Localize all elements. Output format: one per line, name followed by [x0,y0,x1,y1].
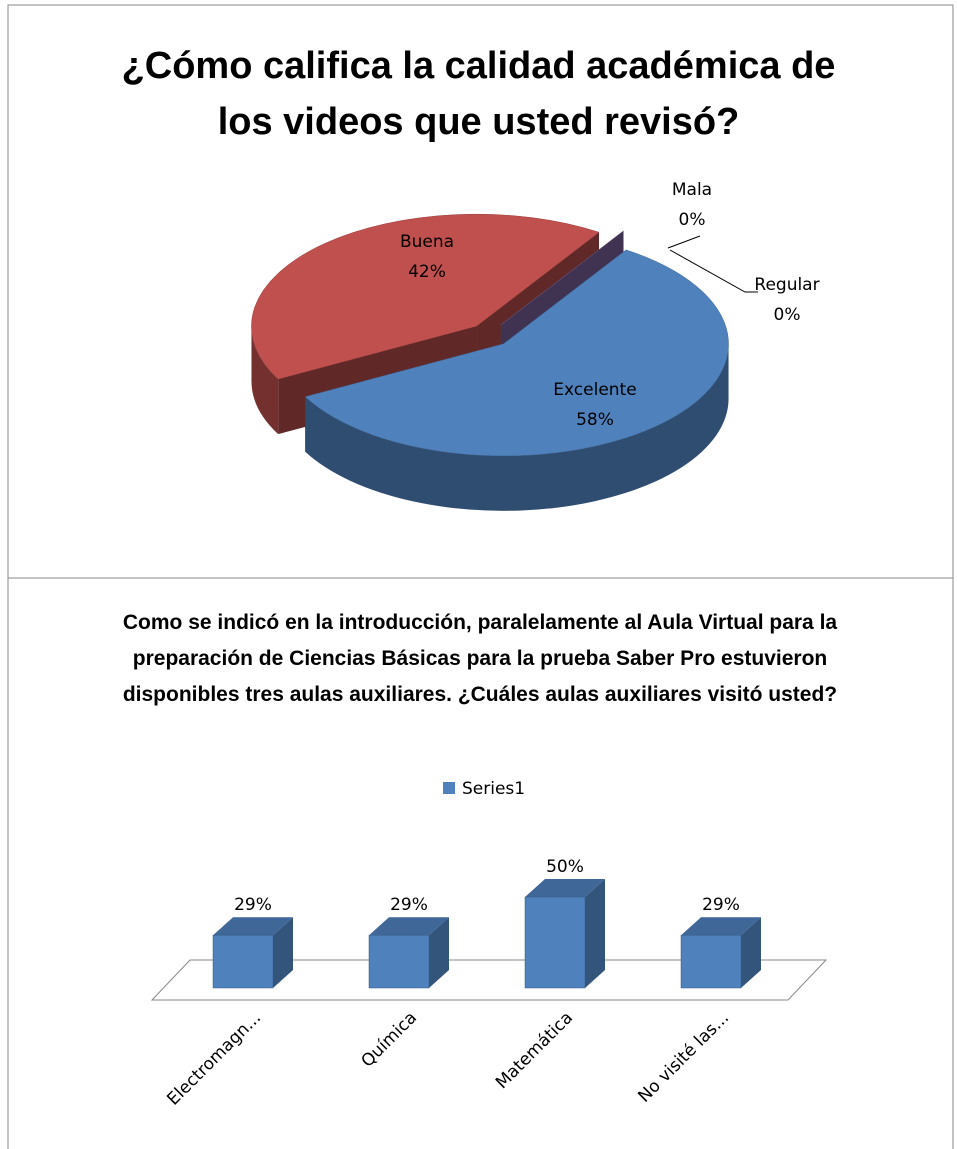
x-tick-label: Electromagn... [163,1008,265,1110]
chart-title: Como se indicó en la introducción, paral… [122,611,838,706]
data-label-value: 58% [576,410,614,430]
bar [212,934,274,989]
leader-line [667,235,701,249]
bar-top [681,917,761,936]
x-tick-label: Matemática [492,1008,577,1093]
bar-side [429,917,449,988]
bar [368,934,430,989]
bar [680,934,742,989]
data-label: 29% [702,895,740,915]
data-label: 29% [390,895,428,915]
bar-side [741,917,761,988]
pie-side [251,326,279,435]
bar-side [585,879,605,988]
bar-top [213,917,293,936]
bar [524,896,586,989]
pie-slice [304,249,729,457]
data-label-name: Excelente [553,380,636,400]
x-tick-label: Química [357,1008,421,1072]
data-label-name: Buena [400,232,454,252]
data-label: 50% [546,857,584,877]
data-label-name: Mala [672,180,712,200]
chart-title: ¿Cómo califica la calidad académica de l… [121,45,836,143]
leader-line [669,249,758,293]
bar-top [369,917,449,936]
pie-slice [251,213,600,380]
data-label-value: 0% [774,305,801,325]
data-label-value: 0% [679,210,706,230]
bar-top [525,879,605,897]
data-label: 29% [234,895,272,915]
legend-swatch [443,782,455,794]
floor [150,959,828,1001]
data-label-name: Regular [754,275,819,295]
chart-frame [7,577,954,1149]
x-tick-label: No visité las... [634,1008,733,1107]
legend-label: Series1 [462,779,525,799]
data-label-value: 42% [408,262,446,282]
bar-side [273,917,293,988]
pie-side [305,343,729,511]
